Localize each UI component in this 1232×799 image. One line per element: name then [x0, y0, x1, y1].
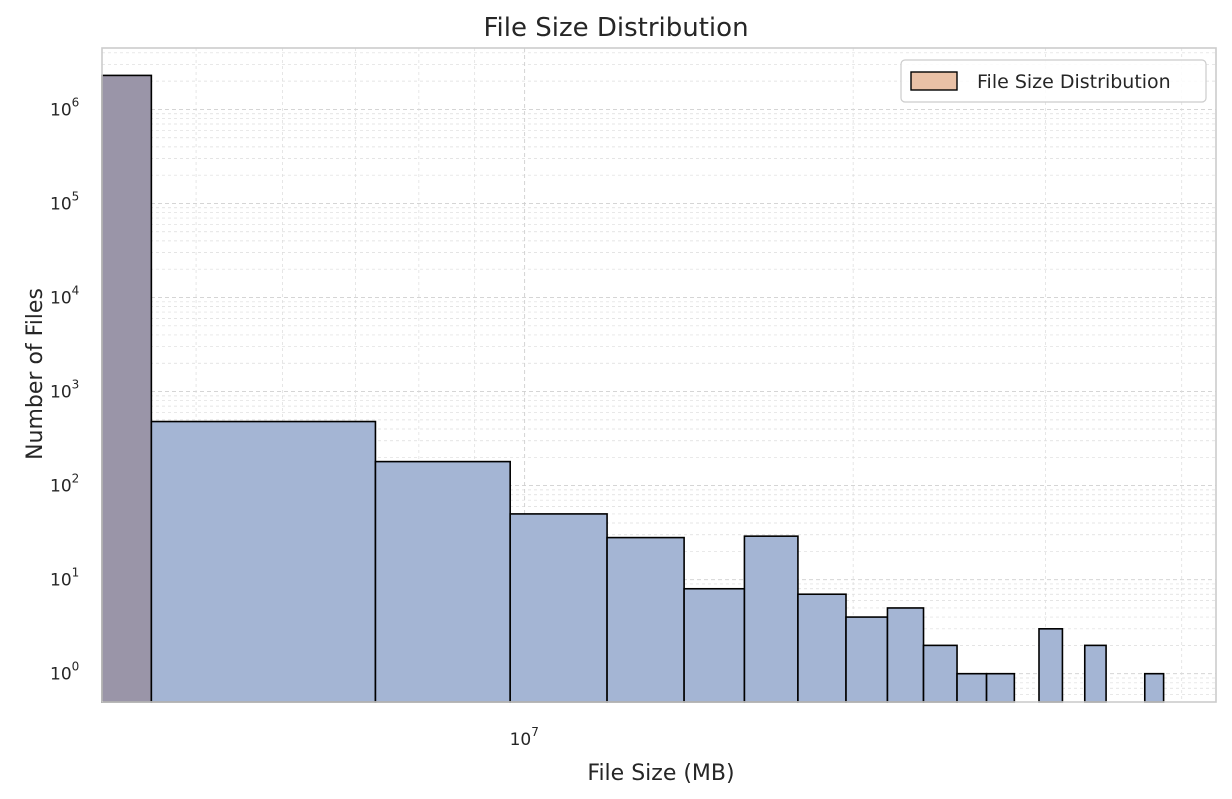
y-axis-ticks: 100 101 102 103 104 105 106: [50, 95, 79, 684]
plot-frame: [101, 47, 1217, 703]
y-tick-label: 106: [50, 95, 79, 120]
histogram-bar-14: [1038, 628, 1064, 703]
x-axis-ticks: 107: [510, 725, 539, 750]
histogram-bar-10: [886, 607, 925, 703]
x-axis-label: File Size (MB): [587, 761, 734, 786]
y-tick-label: 105: [50, 189, 79, 214]
histogram-bar-9: [845, 616, 889, 703]
y-tick-label: 104: [50, 284, 79, 309]
legend-patch: [910, 71, 958, 91]
histogram-bar-2: [150, 420, 377, 703]
histogram-bar-12: [956, 672, 988, 703]
legend-entry-label: File Size Distribution: [977, 71, 1171, 93]
histogram-bars: [101, 74, 1165, 703]
histogram-bar-8: [797, 593, 847, 703]
y-axis-label: Number of Files: [23, 288, 48, 460]
y-tick-label: 102: [50, 472, 79, 497]
x-tick-label: 107: [510, 725, 539, 750]
histogram-bar-5: [606, 536, 685, 703]
histogram-bar-4: [509, 513, 608, 703]
chart-title: File Size Distribution: [483, 13, 748, 43]
histogram-bar-11: [922, 644, 958, 703]
histogram-bar-3: [374, 460, 511, 703]
histogram-bar-13: [985, 672, 1016, 703]
y-tick-label: 103: [50, 378, 79, 403]
legend-frame: [900, 59, 1207, 103]
histogram-bar-6: [683, 587, 746, 703]
legend: File Size Distribution: [900, 59, 1207, 103]
y-tick-label: 101: [50, 566, 79, 591]
histogram-bar-15: [1083, 644, 1107, 703]
histogram-bar-16: [1143, 672, 1165, 703]
histogram-bar-1: [101, 74, 153, 703]
y-tick-label: 100: [50, 660, 79, 685]
histogram-bar-7: [743, 535, 799, 703]
